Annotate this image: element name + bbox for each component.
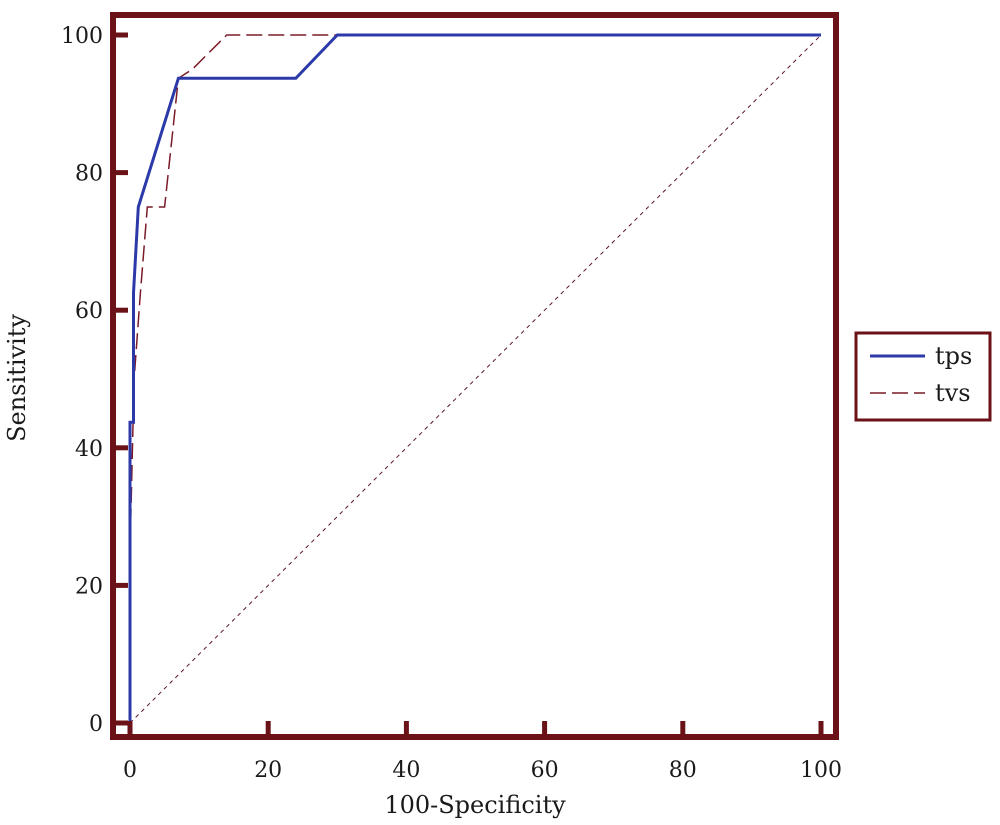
x-tick-label: 20 [254,758,282,783]
plot-frame [110,12,839,740]
x-tick-label: 100 [800,758,842,783]
legend-label-tps: tps [935,342,972,370]
series-line-tps [128,33,821,723]
y-tick-label: 100 [61,24,103,49]
series-layer [128,33,822,724]
x-axis: 0 20 40 60 80 100 [123,721,842,783]
series-line-tvs [129,34,821,723]
y-tick-label: 20 [75,574,103,599]
y-axis-title: Sensitivity [3,314,31,442]
y-tick-label: 40 [75,437,103,462]
x-tick-label: 40 [392,758,420,783]
y-axis: 0 20 40 60 80 100 [61,24,128,737]
legend: tps tvs [854,331,992,422]
x-axis-title: 100-Specificity [384,791,566,819]
reference-diagonal-line [129,34,822,724]
y-tick-label: 60 [75,299,103,324]
y-tick-label: 80 [75,162,103,187]
legend-label-tvs: tvs [935,379,971,407]
legend-box [854,331,992,422]
y-tick-label: 0 [89,712,103,737]
x-tick-label: 60 [531,758,559,783]
x-tick-label: 80 [669,758,697,783]
x-tick-label: 0 [123,758,137,783]
